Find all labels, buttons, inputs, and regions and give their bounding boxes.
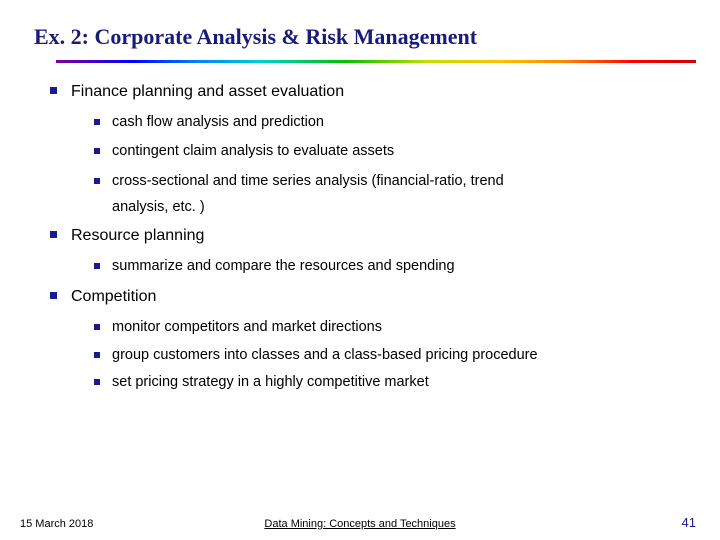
square-bullet-icon: [94, 148, 100, 154]
list-item: Resource planning: [50, 225, 686, 247]
list-item: monitor competitors and market direction…: [94, 318, 686, 338]
list-item: contingent claim analysis to evaluate as…: [94, 142, 686, 162]
list-item: Competition: [50, 286, 686, 308]
list-item: summarize and compare the resources and …: [94, 257, 686, 277]
list-item: set pricing strategy in a highly competi…: [94, 373, 686, 393]
square-bullet-icon: [50, 87, 57, 94]
square-bullet-icon: [94, 379, 100, 385]
square-bullet-icon: [50, 231, 57, 238]
list-item-label: Resource planning: [71, 225, 204, 247]
list-item-continuation: analysis, etc. ): [112, 199, 686, 215]
footer-title: Data Mining: Concepts and Techniques: [264, 518, 455, 530]
square-bullet-icon: [94, 178, 100, 184]
list-item-label: cash flow analysis and prediction: [112, 113, 324, 133]
section-resource: Resource planning summarize and compare …: [50, 225, 686, 276]
footer: 15 March 2018 Data Mining: Concepts and …: [0, 515, 720, 530]
list-item-label: set pricing strategy in a highly competi…: [112, 373, 429, 393]
slide: Ex. 2: Corporate Analysis & Risk Managem…: [0, 0, 720, 540]
list-item-label: monitor competitors and market direction…: [112, 318, 382, 338]
slide-title: Ex. 2: Corporate Analysis & Risk Managem…: [34, 24, 686, 50]
list-item: cash flow analysis and prediction: [94, 113, 686, 133]
square-bullet-icon: [50, 292, 57, 299]
list-item: cross-sectional and time series analysis…: [94, 172, 686, 192]
list-item-label: Finance planning and asset evaluation: [71, 81, 344, 103]
content-body: Finance planning and asset evaluation ca…: [34, 81, 686, 393]
page-number: 41: [682, 515, 696, 530]
section-competition: Competition monitor competitors and mark…: [50, 286, 686, 392]
footer-date: 15 March 2018: [20, 518, 93, 530]
list-item-label: contingent claim analysis to evaluate as…: [112, 142, 394, 162]
list-item-label: cross-sectional and time series analysis…: [112, 172, 504, 192]
section-finance: Finance planning and asset evaluation ca…: [50, 81, 686, 215]
square-bullet-icon: [94, 263, 100, 269]
list-item-label: summarize and compare the resources and …: [112, 257, 455, 277]
square-bullet-icon: [94, 324, 100, 330]
divider-rainbow: [56, 60, 696, 63]
list-item-label: Competition: [71, 286, 156, 308]
list-item: Finance planning and asset evaluation: [50, 81, 686, 103]
square-bullet-icon: [94, 119, 100, 125]
list-item: group customers into classes and a class…: [94, 346, 686, 366]
square-bullet-icon: [94, 352, 100, 358]
list-item-label: group customers into classes and a class…: [112, 346, 538, 366]
